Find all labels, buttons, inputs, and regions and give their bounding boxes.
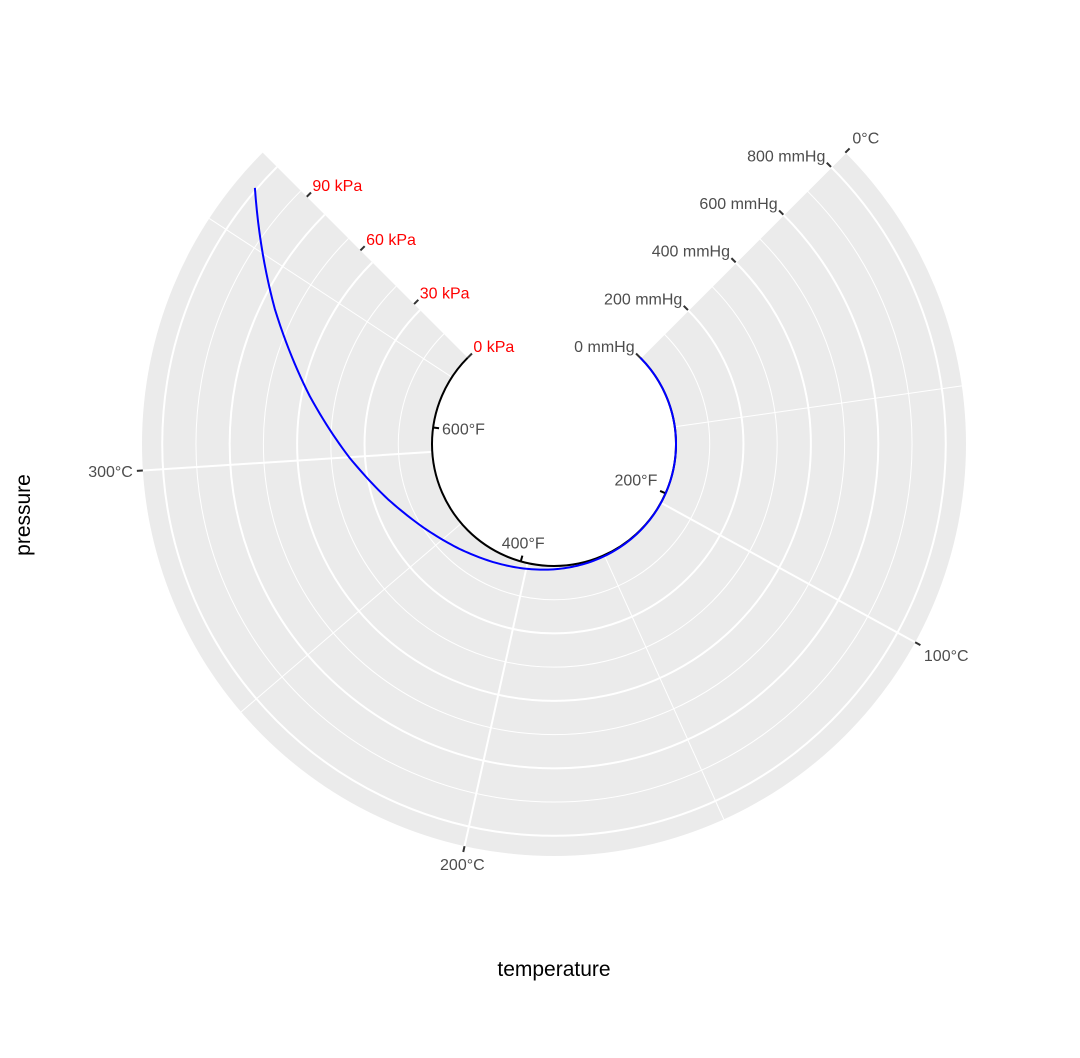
theta-minor-gridline	[603, 554, 725, 820]
r-minor-gridline	[330, 285, 778, 668]
theta-tick-label: 300°C	[88, 464, 133, 481]
theta-gridline	[639, 151, 847, 359]
secondary-r-tick	[413, 299, 420, 305]
secondary-theta-tick	[432, 426, 440, 430]
r-tick-label: 400 mmHg	[652, 244, 730, 261]
theta-tick	[462, 845, 466, 853]
theta-tick	[914, 641, 921, 647]
secondary-r-tick-label: 30 kPa	[420, 285, 470, 302]
r-gridline	[363, 309, 745, 635]
panel-background	[142, 152, 966, 856]
secondary-theta-tick	[659, 489, 666, 495]
secondary-theta-tick-label: 400°F	[502, 536, 545, 553]
series-line	[253, 187, 678, 571]
secondary-r-tick-label: 60 kPa	[366, 232, 416, 249]
theta-minor-gridline	[208, 218, 453, 378]
r-minor-gridline	[262, 238, 846, 736]
r-tick-label: 200 mmHg	[604, 291, 682, 308]
r-tick-label: 800 mmHg	[747, 148, 825, 165]
secondary-theta-tick-label: 200°F	[614, 473, 657, 490]
y-axis-title: pressure	[12, 474, 35, 556]
axes: 0°C 100°C 200°C 300°C 200°F 400°F 600°F 0 mmHg 2…	[88, 131, 968, 874]
secondary-theta-tick	[519, 555, 524, 562]
plot-panel	[142, 152, 966, 856]
grid-lines	[142, 151, 962, 847]
r-gridline	[228, 213, 880, 770]
r-minor-gridline	[195, 190, 913, 803]
r-tick-label: 600 mmHg	[699, 196, 777, 213]
theta-gridline	[660, 501, 916, 644]
r-tick	[730, 257, 737, 264]
r-gridline	[161, 166, 947, 837]
r-tick	[826, 162, 832, 168]
r-tick	[778, 209, 785, 216]
r-tick-label: 0 mmHg	[574, 339, 634, 356]
r-minor-gridline	[397, 333, 711, 601]
secondary-r-tick	[359, 245, 366, 252]
secondary-r-tick-label: 0 kPa	[473, 339, 514, 356]
theta-tick-label: 0°C	[852, 131, 879, 148]
theta-tick-label: 100°C	[924, 648, 969, 665]
secondary-r-tick	[467, 352, 473, 359]
data-series	[253, 187, 678, 571]
theta-minor-gridline	[240, 522, 462, 713]
theta-tick	[844, 147, 851, 154]
theta-gridline	[142, 450, 433, 472]
theta-minor-gridline	[674, 385, 962, 428]
secondary-r-tick-label: 90 kPa	[312, 178, 362, 195]
r-gridline	[296, 261, 812, 702]
r-tick	[635, 352, 641, 359]
theta-gridline	[463, 562, 529, 847]
secondary-r-tick	[306, 191, 312, 198]
r-tick	[683, 305, 689, 311]
x-axis-title: temperature	[497, 958, 610, 981]
theta-tick-label: 200°C	[440, 857, 485, 874]
secondary-theta-tick-label: 600°F	[442, 422, 485, 439]
